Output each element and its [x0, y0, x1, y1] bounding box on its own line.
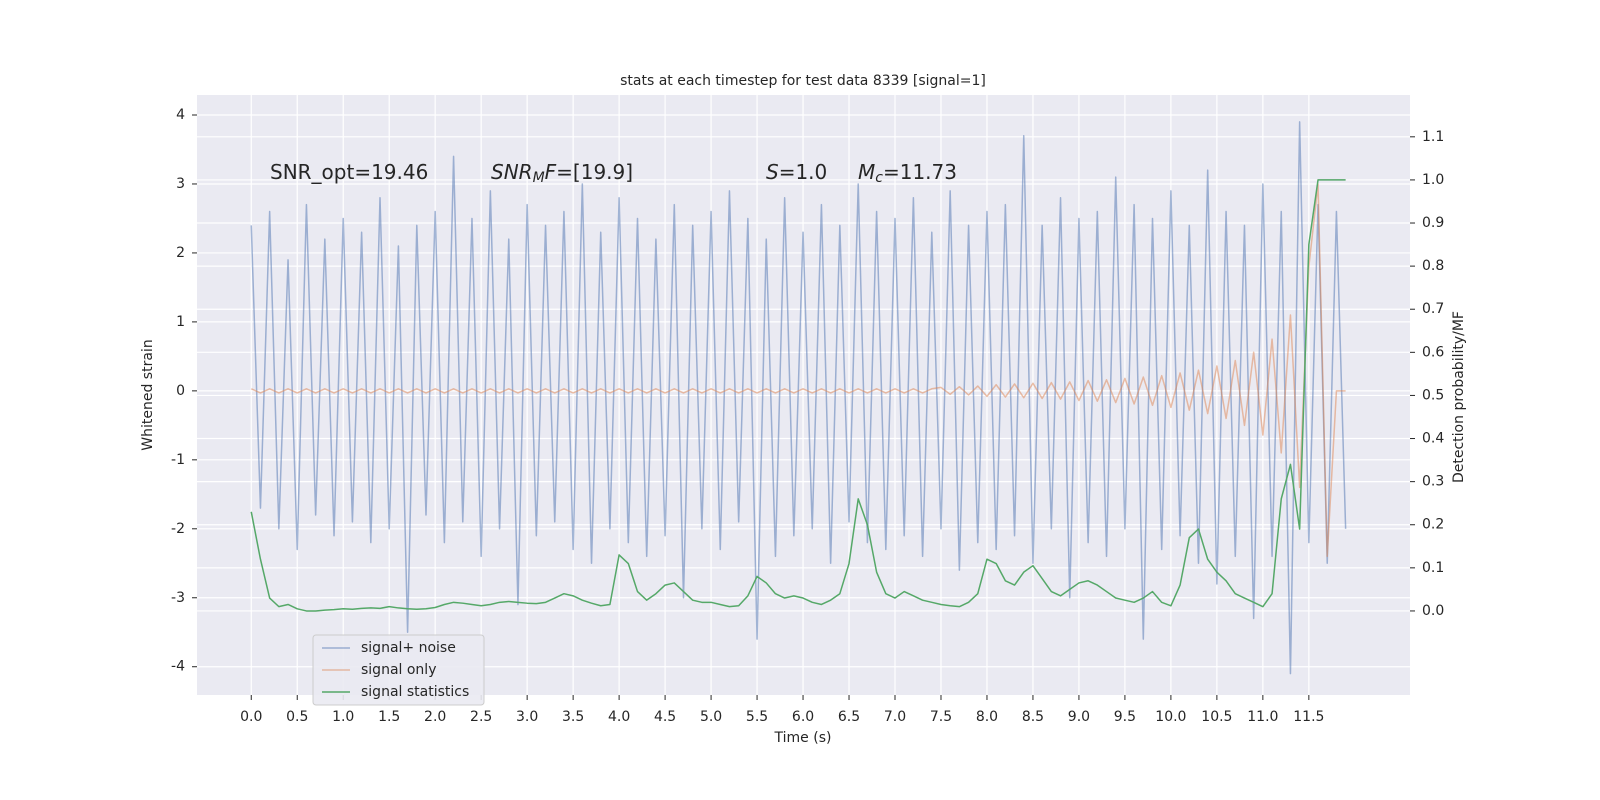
x-tick-label: 8.0	[976, 709, 998, 725]
annotation-subscript: c	[875, 170, 883, 186]
annotation: SNRMF=[19.9]	[491, 160, 633, 187]
x-tick-label: 8.5	[1022, 709, 1044, 725]
y2-tick-label: 1.1	[1422, 129, 1444, 145]
x-axis-label: Time (s)	[774, 730, 832, 746]
x-tick-label: 7.0	[884, 709, 906, 725]
legend-label: signal only	[361, 662, 436, 678]
annotation-text: F	[545, 160, 557, 184]
x-tick-label: 10.5	[1201, 709, 1232, 725]
annotation-text: =1.0	[779, 160, 828, 184]
annotation-text: =11.73	[883, 160, 957, 184]
y2-tick-label: 1.0	[1422, 172, 1444, 188]
annotation-text: M	[858, 160, 875, 184]
series-line	[250, 183, 1346, 558]
annotation-text: =[19.9]	[556, 160, 633, 184]
legend-label: signal+ noise	[361, 640, 456, 656]
y-tick-label: 2	[176, 245, 185, 261]
y-tick-label: -1	[171, 452, 185, 468]
y2-tick-label: 0.3	[1422, 474, 1444, 490]
y-tick-label: 0	[176, 383, 185, 399]
x-tick-label: 6.5	[838, 709, 860, 725]
x-tick-label: 6.0	[792, 709, 814, 725]
x-tick-label: 10.0	[1155, 709, 1186, 725]
ticks: 0.0 0.5 1.0 1.5 2.0 2.5 3.0 3.5 4.0 4.5 5.0 5.5 6.0 6…	[171, 107, 1444, 725]
x-tick-label: 9.5	[1114, 709, 1136, 725]
annotation: Mc=11.73	[858, 160, 957, 187]
y2-tick-label: 0.5	[1422, 387, 1444, 403]
x-tick-label: 11.0	[1247, 709, 1278, 725]
x-tick-label: 0.0	[240, 709, 262, 725]
annotation-text: SNR	[491, 160, 533, 184]
x-tick-label: 5.5	[746, 709, 768, 725]
x-tick-label: 11.5	[1293, 709, 1324, 725]
y2-tick-label: 0.9	[1422, 215, 1444, 231]
legend: signal+ noise signal only signal statistic…	[312, 634, 485, 706]
x-tick-label: 1.0	[332, 709, 354, 725]
x-tick-label: 2.0	[424, 709, 446, 725]
y-tick-label: 1	[176, 314, 185, 330]
y2-tick-label: 0.4	[1422, 431, 1444, 447]
x-tick-label: 7.5	[930, 709, 952, 725]
legend-box	[312, 634, 485, 706]
y-tick-label: 4	[176, 107, 185, 123]
x-tick-label: 0.5	[286, 709, 308, 725]
y-tick-label: -3	[171, 590, 185, 606]
x-tick-label: 9.0	[1068, 709, 1090, 725]
x-tick-label: 2.5	[470, 709, 492, 725]
x-tick-label: 4.5	[654, 709, 676, 725]
chart-title: stats at each timestep for test data 833…	[620, 73, 986, 89]
y2-tick-label: 0.0	[1422, 603, 1444, 619]
y-tick-label: 3	[176, 176, 185, 192]
annotation: SNR_opt=19.46	[270, 160, 428, 184]
annotation-text: SNR_opt=19.46	[270, 160, 428, 184]
annotation-subscript: M	[533, 170, 545, 186]
legend-label: signal statistics	[361, 684, 469, 700]
series-line	[250, 121, 1347, 675]
y2-tick-label: 0.1	[1422, 560, 1444, 576]
y2-tick-label: 0.6	[1422, 344, 1444, 360]
series-line	[250, 179, 1346, 612]
y2-tick-label: 0.7	[1422, 301, 1444, 317]
y2-axis-label: Detection probability/MF	[1451, 311, 1467, 483]
y-axis-label: Whitened strain	[140, 339, 156, 450]
x-tick-label: 5.0	[700, 709, 722, 725]
marks	[250, 121, 1347, 675]
x-tick-label: 1.5	[378, 709, 400, 725]
x-tick-label: 4.0	[608, 709, 630, 725]
y-tick-label: -2	[171, 521, 185, 537]
x-tick-label: 3.5	[562, 709, 584, 725]
y2-tick-label: 0.8	[1422, 258, 1444, 274]
y-tick-label: -4	[171, 659, 185, 675]
annotation: S=1.0	[766, 160, 827, 184]
x-tick-label: 3.0	[516, 709, 538, 725]
annotation-text: S	[766, 160, 779, 184]
y2-tick-label: 0.2	[1422, 517, 1444, 533]
